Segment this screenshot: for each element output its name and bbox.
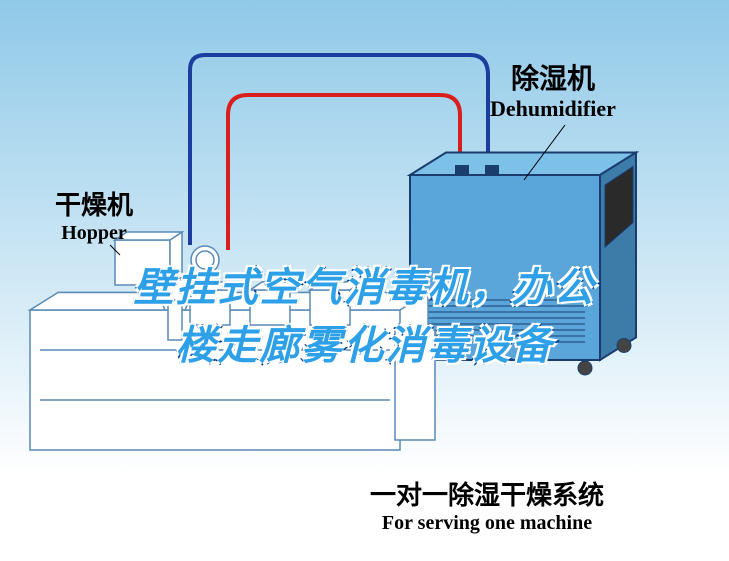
overlay-title-line2: 楼走廊雾化消毒设备 (0, 313, 729, 371)
overlay-title-line1: 壁挂式空气消毒机，办公 (0, 255, 729, 313)
label-hopper-en: Hopper (55, 221, 133, 245)
label-dehumidifier-zh: 除湿机 (490, 62, 616, 96)
label-system-en: For serving one machine (370, 511, 604, 535)
label-hopper: 干燥机 Hopper (55, 190, 133, 245)
label-dehumidifier-en: Dehumidifier (490, 96, 616, 122)
label-dehumidifier: 除湿机 Dehumidifier (490, 62, 616, 122)
label-hopper-zh: 干燥机 (55, 190, 133, 221)
overlay-title: 壁挂式空气消毒机，办公 楼走廊雾化消毒设备 (0, 255, 729, 371)
label-system-zh: 一对一除湿干燥系统 (370, 480, 604, 511)
label-system-title: 一对一除湿干燥系统 For serving one machine (370, 480, 604, 535)
